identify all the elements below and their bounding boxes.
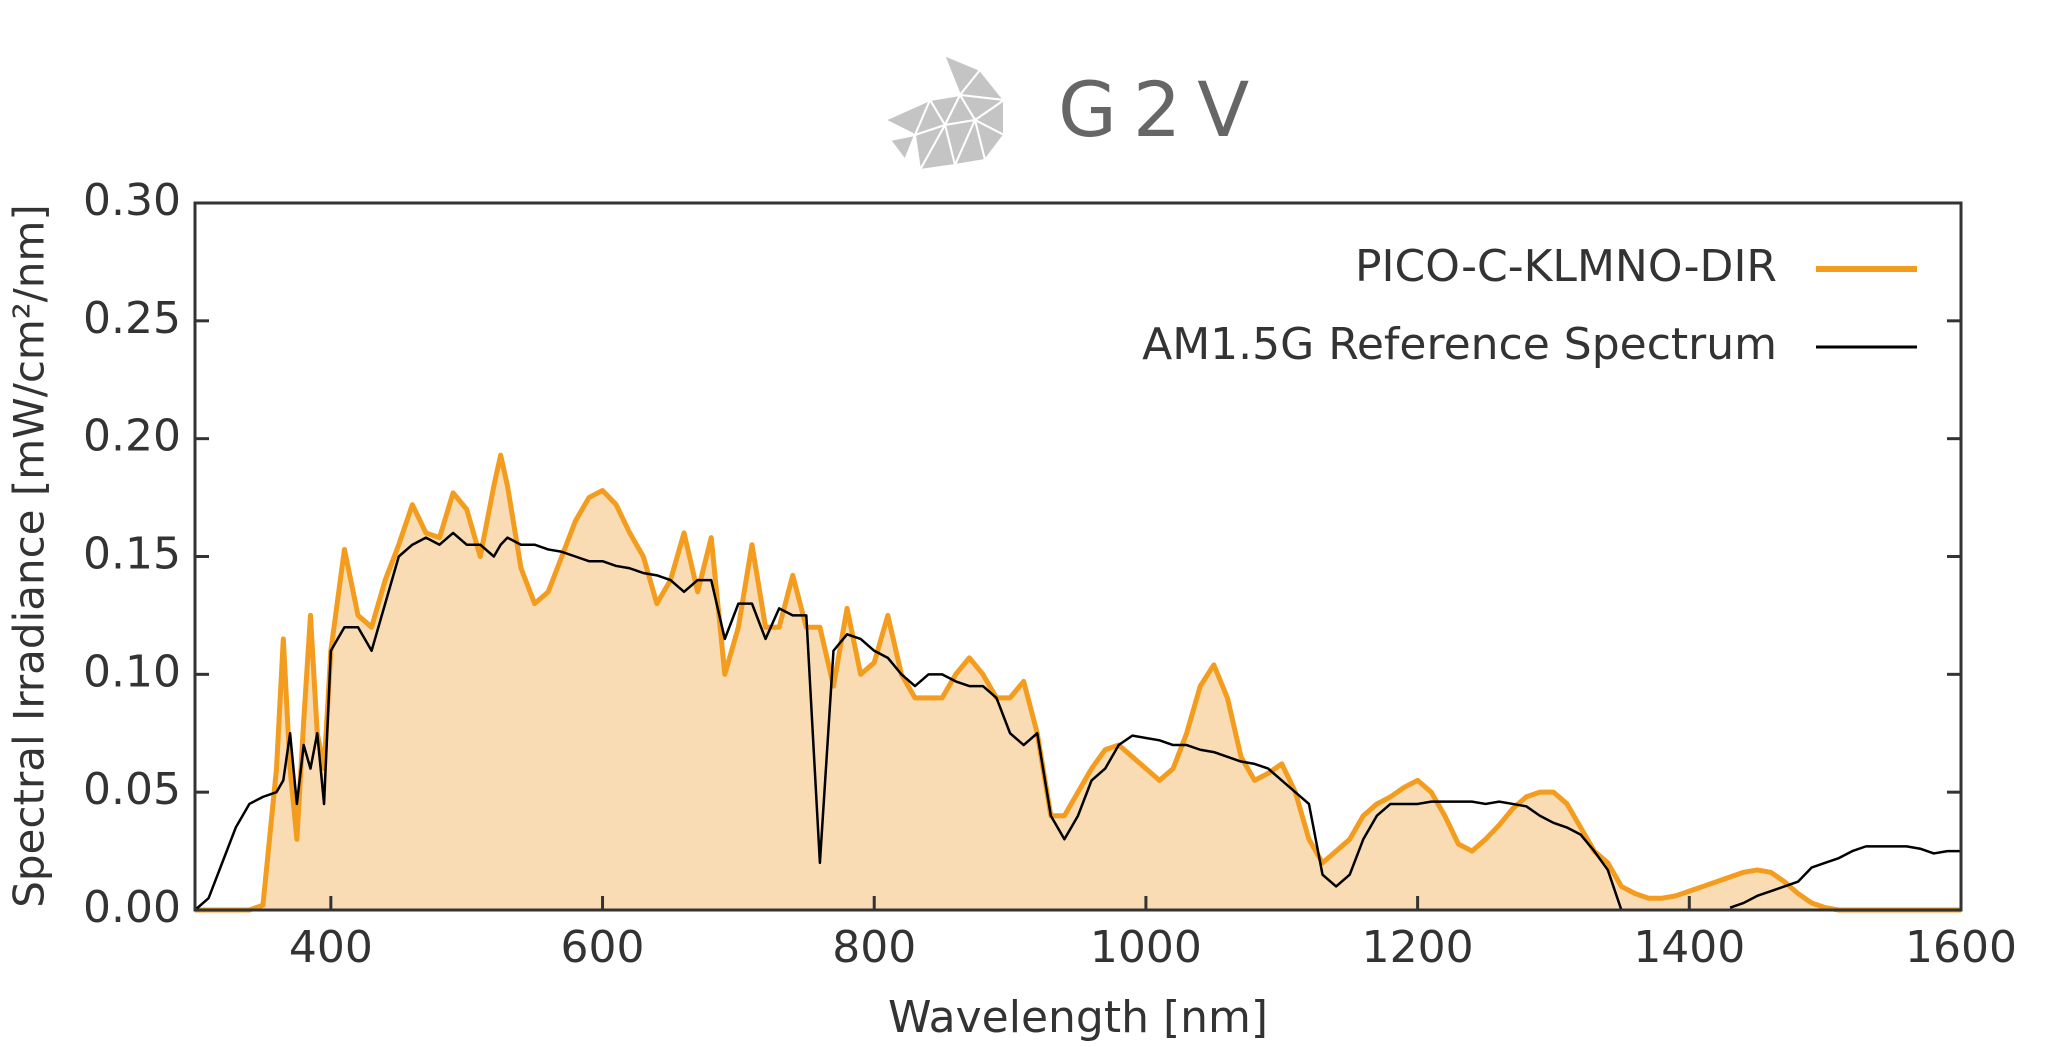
x-tick-label: 1000 (1090, 922, 1202, 973)
x-tick-label: 1200 (1362, 922, 1474, 973)
line (1729, 845, 1961, 909)
x-tick-label: 400 (289, 922, 373, 973)
x-tick-label: 1400 (1633, 922, 1745, 973)
y-tick-label: 0.25 (83, 293, 181, 344)
area-fill (195, 455, 1961, 910)
y-tick-label: 0.20 (83, 411, 181, 462)
x-tick-label: 600 (561, 922, 645, 973)
line (194, 531, 1623, 911)
y-tick-label: 0.10 (83, 646, 181, 697)
logo-icon (882, 53, 1007, 174)
y-tick-label: 0.00 (83, 882, 181, 933)
legend-label: AM1.5G Reference Spectrum (1142, 319, 1777, 370)
y-tick-label: 0.15 (83, 529, 181, 580)
y-tick-label: 0.05 (83, 764, 181, 815)
x-tick-label: 800 (832, 922, 916, 973)
x-tick-label: 1600 (1905, 922, 2017, 973)
logo-text: G2V (1058, 65, 1265, 154)
y-tick-label: 0.30 (83, 175, 181, 226)
x-axis-label: Wavelength [nm] (888, 992, 1268, 1043)
legend-label: PICO-C-KLMNO-DIR (1355, 241, 1777, 292)
y-axis-label: Spectral Irradiance [mW/cm²/nm] (5, 204, 54, 908)
